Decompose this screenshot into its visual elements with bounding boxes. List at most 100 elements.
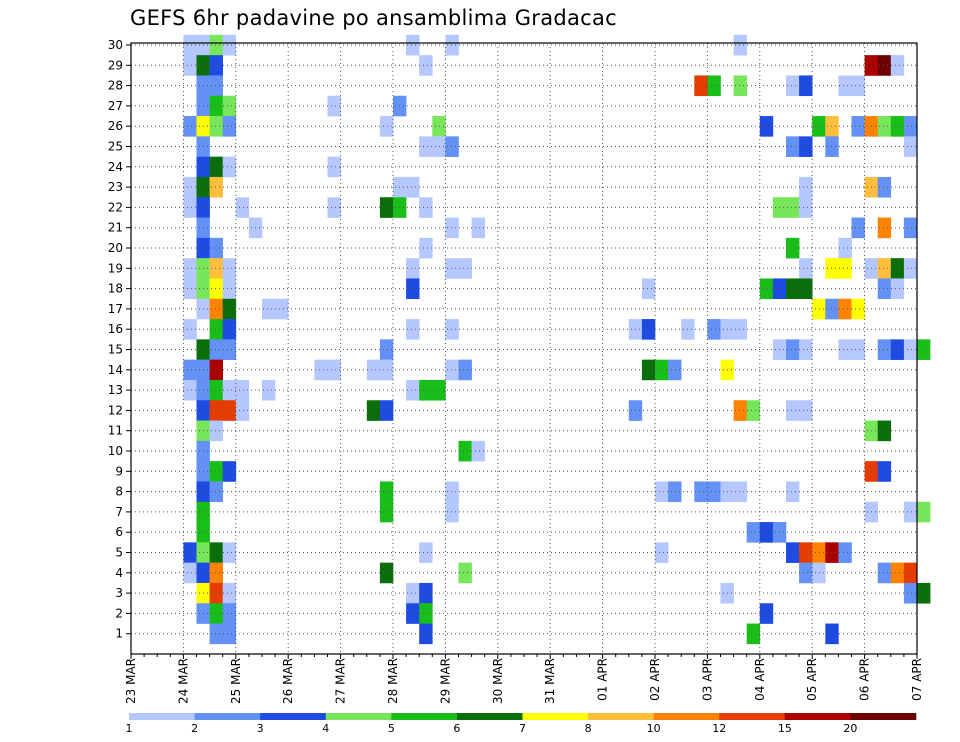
heatmap-cell: [458, 562, 472, 584]
heatmap-cell: [799, 176, 813, 198]
heatmap-cell: [183, 258, 197, 279]
heatmap-cell: [786, 136, 800, 157]
heatmap-cell: [903, 501, 918, 523]
heatmap-cell: [851, 116, 865, 137]
heatmap-cell: [458, 359, 472, 381]
legend-color-box: [194, 713, 261, 720]
legend-label: 20: [843, 722, 857, 735]
heatmap-cell: [641, 278, 656, 300]
heatmap-cell: [759, 603, 774, 624]
legend-color-box: [129, 713, 195, 720]
y-tick-label: 4: [115, 566, 123, 580]
heatmap-cell: [183, 278, 197, 300]
heatmap-cell: [838, 258, 852, 279]
heatmap-cell: [222, 461, 237, 482]
heatmap-cell: [733, 319, 747, 340]
y-tick-label: 14: [108, 363, 123, 377]
y-tick-label: 17: [108, 302, 123, 316]
y-tick-label: 22: [108, 200, 123, 214]
heatmap-cell: [838, 542, 852, 563]
heatmap-cell: [222, 298, 237, 320]
heatmap-cell: [812, 562, 826, 584]
heatmap-cell: [445, 359, 459, 381]
y-tick-label: 20: [108, 241, 123, 255]
heatmap-cell: [419, 379, 433, 401]
heatmap-cell: [379, 197, 394, 218]
legend-color-box: [588, 713, 654, 720]
heatmap-cell: [406, 176, 420, 198]
heatmap-cell: [406, 34, 420, 56]
heatmap-cell: [222, 542, 237, 563]
y-tick-label: 11: [108, 424, 123, 438]
heatmap-cell: [209, 562, 223, 584]
heatmap-cell: [262, 298, 276, 320]
x-tick-label: 25 MAR: [229, 658, 243, 704]
y-tick-label: 6: [115, 525, 123, 539]
heatmap-cell: [183, 379, 197, 401]
legend-label: 2: [191, 722, 198, 735]
legend-color-box: [456, 713, 523, 720]
legend-label: 8: [585, 722, 592, 735]
heatmap-cell: [812, 116, 826, 137]
legend-label: 10: [647, 722, 661, 735]
heatmap-cell: [327, 359, 341, 381]
y-tick-label: 9: [115, 464, 123, 478]
heatmap-cell: [209, 400, 223, 421]
heatmap-cell: [458, 440, 472, 462]
heatmap-cell: [222, 339, 237, 360]
heatmap-cell: [838, 75, 852, 97]
heatmap-cell: [786, 542, 800, 563]
heatmap-cell: [419, 623, 433, 645]
y-tick-label: 18: [108, 282, 123, 296]
x-tick-label: 04 APR: [753, 658, 767, 701]
heatmap-cell: [209, 603, 223, 624]
heatmap-cell: [222, 258, 237, 279]
legend-label: 15: [778, 722, 792, 735]
heatmap-cell: [746, 522, 761, 543]
legend-color-box: [653, 713, 720, 720]
heatmap-cell: [641, 319, 656, 340]
y-tick-label: 24: [108, 160, 123, 174]
heatmap-cell: [668, 359, 682, 381]
heatmap-cell: [746, 400, 761, 421]
heatmap-cell: [838, 339, 852, 360]
heatmap-cell: [406, 319, 420, 340]
heatmap-cell: [707, 319, 721, 340]
heatmap-cell: [209, 298, 223, 320]
y-tick-label: 21: [108, 221, 123, 235]
heatmap-cell: [799, 75, 813, 97]
y-tick-label: 26: [108, 119, 123, 133]
x-tick-label: 23 MAR: [124, 658, 138, 704]
heatmap-cell: [183, 319, 197, 340]
heatmap-cell: [877, 176, 892, 198]
y-tick-label: 30: [108, 38, 123, 52]
heatmap-cell: [890, 258, 905, 279]
heatmap-cell: [419, 55, 433, 76]
axes: 1234567891011121314151617181920212223242…: [108, 38, 924, 704]
heatmap-cell: [903, 258, 918, 279]
heatmap-cell: [183, 34, 197, 56]
heatmap-cell: [314, 359, 328, 381]
heatmap-cell: [209, 55, 223, 76]
heatmap-cell: [890, 278, 905, 300]
x-tick-label: 07 APR: [910, 658, 924, 701]
legend-label: 6: [453, 722, 460, 735]
y-tick-label: 27: [108, 99, 123, 113]
heatmap-cell: [209, 156, 223, 178]
heatmap-cell: [445, 34, 459, 56]
legend-color-box: [260, 713, 327, 720]
heatmap-cell: [786, 339, 800, 360]
heatmap-cell: [903, 136, 918, 157]
heatmap-cell: [877, 55, 892, 76]
legend-color-box: [719, 713, 786, 720]
heatmap-cell: [694, 481, 708, 503]
heatmap-cell: [851, 75, 865, 97]
heatmap-cell: [445, 258, 459, 279]
y-tick-label: 15: [108, 343, 123, 357]
heatmap-cell: [471, 217, 485, 239]
x-tick-label: 30 MAR: [491, 658, 505, 704]
heatmap-cell: [733, 400, 747, 421]
heatmap-cell: [222, 379, 237, 401]
heatmap-cell: [183, 359, 197, 381]
